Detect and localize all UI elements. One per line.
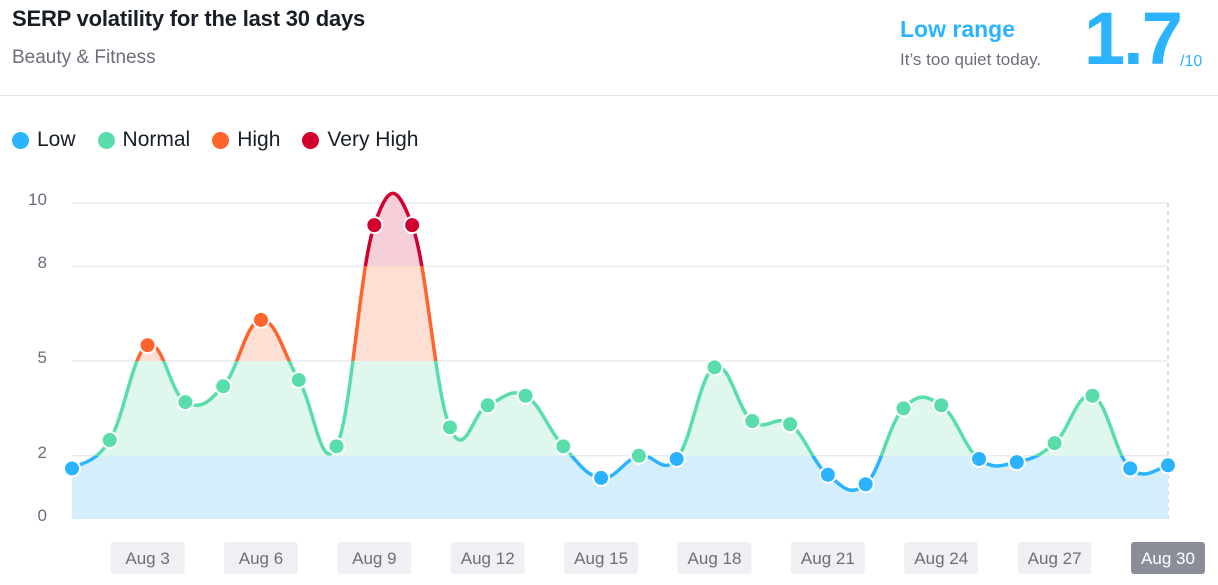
category-subtitle: Beauty & Fitness xyxy=(12,47,156,68)
x-axis: Aug 3 Aug 6 Aug 9 Aug 12 Aug 15 Aug 18 Aug 21 A… xyxy=(110,542,1205,574)
legend-label-normal: Normal xyxy=(122,128,191,151)
x-tick-label: Aug 21 xyxy=(801,549,855,568)
data-point xyxy=(1121,459,1140,478)
current-score: 1.7 xyxy=(1084,0,1183,80)
legend-item-high[interactable]: High xyxy=(212,128,280,152)
x-tick-label: Aug 3 xyxy=(125,549,169,568)
data-point xyxy=(970,449,989,468)
data-point xyxy=(894,399,913,418)
band-very-high xyxy=(72,193,1168,267)
x-tick-badge xyxy=(790,542,865,574)
data-point xyxy=(1007,453,1026,472)
data-point xyxy=(100,431,119,449)
range-note: It’s too quiet today. xyxy=(900,50,1042,69)
legend-dot-high xyxy=(212,131,230,149)
x-tick-label: Aug 12 xyxy=(461,549,515,568)
data-point xyxy=(1159,456,1177,475)
legend-dot-normal xyxy=(97,131,115,149)
x-tick-badge xyxy=(1017,542,1092,574)
data-point xyxy=(1045,434,1064,453)
x-tick-badge xyxy=(564,542,639,574)
x-tick-label: Aug 27 xyxy=(1028,549,1082,568)
data-point xyxy=(516,386,535,405)
header-divider xyxy=(0,95,1218,96)
y-axis: 0 2 5 8 10 xyxy=(28,190,47,525)
x-tick-label: Aug 9 xyxy=(352,549,396,568)
score-max: /10 xyxy=(1180,53,1203,70)
data-point xyxy=(138,336,157,355)
data-point xyxy=(63,459,81,478)
data-point xyxy=(592,468,611,487)
y-tick-label: 0 xyxy=(38,506,47,525)
chart-title: SERP volatility for the last 30 days xyxy=(12,6,366,31)
x-tick-label: Aug 24 xyxy=(914,549,968,568)
data-point xyxy=(667,449,686,468)
x-tick-label: Aug 15 xyxy=(574,549,628,568)
legend-dot-very-high xyxy=(302,131,320,149)
x-tick-label: Aug 6 xyxy=(239,549,283,568)
x-tick-badge xyxy=(223,542,298,574)
data-point xyxy=(327,437,346,456)
x-tick-badge xyxy=(904,542,979,574)
band-normal xyxy=(72,361,1168,456)
legend-label-high: High xyxy=(237,128,281,151)
data-point xyxy=(214,377,233,396)
line-segment-normal xyxy=(93,361,1124,456)
legend-item-normal[interactable]: Normal xyxy=(97,128,191,152)
data-point xyxy=(554,437,573,456)
data-point xyxy=(1083,386,1102,405)
data-point xyxy=(478,396,497,415)
data-point xyxy=(629,446,648,465)
x-tick-label: Aug 30 xyxy=(1141,549,1195,568)
legend: Low Normal High Very High xyxy=(12,128,440,152)
band-high xyxy=(72,266,1168,361)
x-tick-badge-selected xyxy=(1131,542,1205,574)
x-tick-badge xyxy=(110,542,185,574)
data-point xyxy=(781,415,800,434)
data-point xyxy=(440,418,459,437)
range-label: Low range xyxy=(900,16,1016,42)
data-point xyxy=(818,465,837,484)
y-tick-label: 10 xyxy=(28,190,47,209)
data-point xyxy=(176,393,195,412)
x-tick-label: Aug 18 xyxy=(688,549,742,568)
x-tick-badge xyxy=(677,542,752,574)
legend-label-low: Low xyxy=(37,128,76,151)
x-tick-badge xyxy=(450,542,525,574)
data-point xyxy=(403,216,422,235)
data-point xyxy=(365,216,384,235)
data-points xyxy=(63,216,1177,494)
y-tick-label: 5 xyxy=(38,348,47,367)
y-tick-label: 8 xyxy=(38,253,47,272)
data-point xyxy=(856,475,875,494)
legend-dot-low xyxy=(12,131,29,149)
data-point xyxy=(289,370,308,389)
legend-item-very-high[interactable]: Very High xyxy=(302,128,418,152)
line-segment-low xyxy=(70,455,1169,492)
data-point xyxy=(705,358,724,377)
data-point xyxy=(932,396,951,415)
data-point xyxy=(743,412,762,431)
x-tick-badge xyxy=(337,542,412,574)
legend-label-very-high: Very High xyxy=(327,128,419,151)
legend-item-low[interactable]: Low xyxy=(12,128,76,152)
y-tick-label: 2 xyxy=(38,443,47,462)
data-point xyxy=(251,310,270,329)
